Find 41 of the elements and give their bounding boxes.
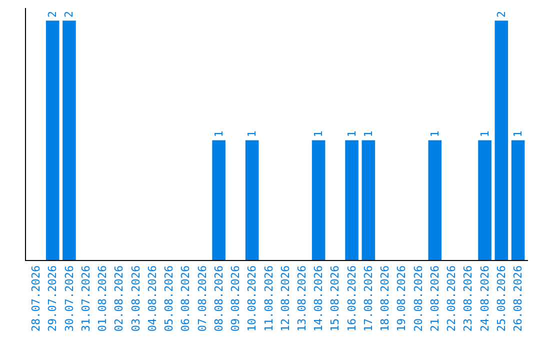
x-tick-label: 10.08.2026 xyxy=(246,265,259,332)
x-tick-label: 05.08.2026 xyxy=(162,265,176,332)
data-label: 2 xyxy=(62,10,76,18)
x-tick-label: 19.08.2026 xyxy=(395,265,408,332)
x-tick-label: 25.08.2026 xyxy=(494,265,508,332)
x-tick-label: 24.08.2026 xyxy=(478,265,492,332)
data-label: 1 xyxy=(212,130,226,138)
x-tick-label: 14.08.2026 xyxy=(312,265,326,332)
x-tick-label: 28.07.2026 xyxy=(30,265,43,332)
x-tick-label: 18.08.2026 xyxy=(378,265,392,332)
data-label: 1 xyxy=(478,130,492,138)
data-label: 1 xyxy=(362,130,375,138)
x-tick-label: 04.08.2026 xyxy=(146,265,159,332)
data-label: 2 xyxy=(494,10,508,18)
x-tick-label: 09.08.2026 xyxy=(229,265,242,332)
x-tick-label: 31.07.2026 xyxy=(79,265,92,332)
data-label: 1 xyxy=(428,130,442,138)
x-tick-label: 11.08.2026 xyxy=(262,265,276,332)
x-tick-label: 03.08.2026 xyxy=(129,265,142,332)
x-tick-label: 06.08.2026 xyxy=(179,265,192,332)
x-tick-label: 15.08.2026 xyxy=(328,265,342,332)
data-label: 1 xyxy=(345,130,358,138)
x-tick-label: 17.08.2026 xyxy=(362,265,375,332)
x-tick-label: 16.08.2026 xyxy=(345,265,358,332)
x-tick-label: 22.08.2026 xyxy=(445,265,458,332)
x-tick-label: 01.08.2026 xyxy=(96,265,110,332)
x-tick-label: 29.07.2026 xyxy=(46,265,60,332)
data-label: 1 xyxy=(512,130,525,138)
x-tick-label: 13.08.2026 xyxy=(296,265,309,332)
x-tick-label: 21.08.2026 xyxy=(428,265,442,332)
x-tick-label: 23.08.2026 xyxy=(462,265,475,332)
data-label: 1 xyxy=(246,130,259,138)
x-tick-label: 20.08.2026 xyxy=(412,265,425,332)
x-tick-label: 08.08.2026 xyxy=(212,265,226,332)
x-tick-label: 30.07.2026 xyxy=(62,265,76,332)
data-label: 1 xyxy=(312,130,326,138)
x-tick-label: 12.08.2026 xyxy=(278,265,292,332)
x-tick-label: 26.08.2026 xyxy=(512,265,525,332)
x-tick-label: 07.08.2026 xyxy=(196,265,209,332)
data-label: 2 xyxy=(46,10,60,18)
x-tick-label: 02.08.2026 xyxy=(112,265,126,332)
